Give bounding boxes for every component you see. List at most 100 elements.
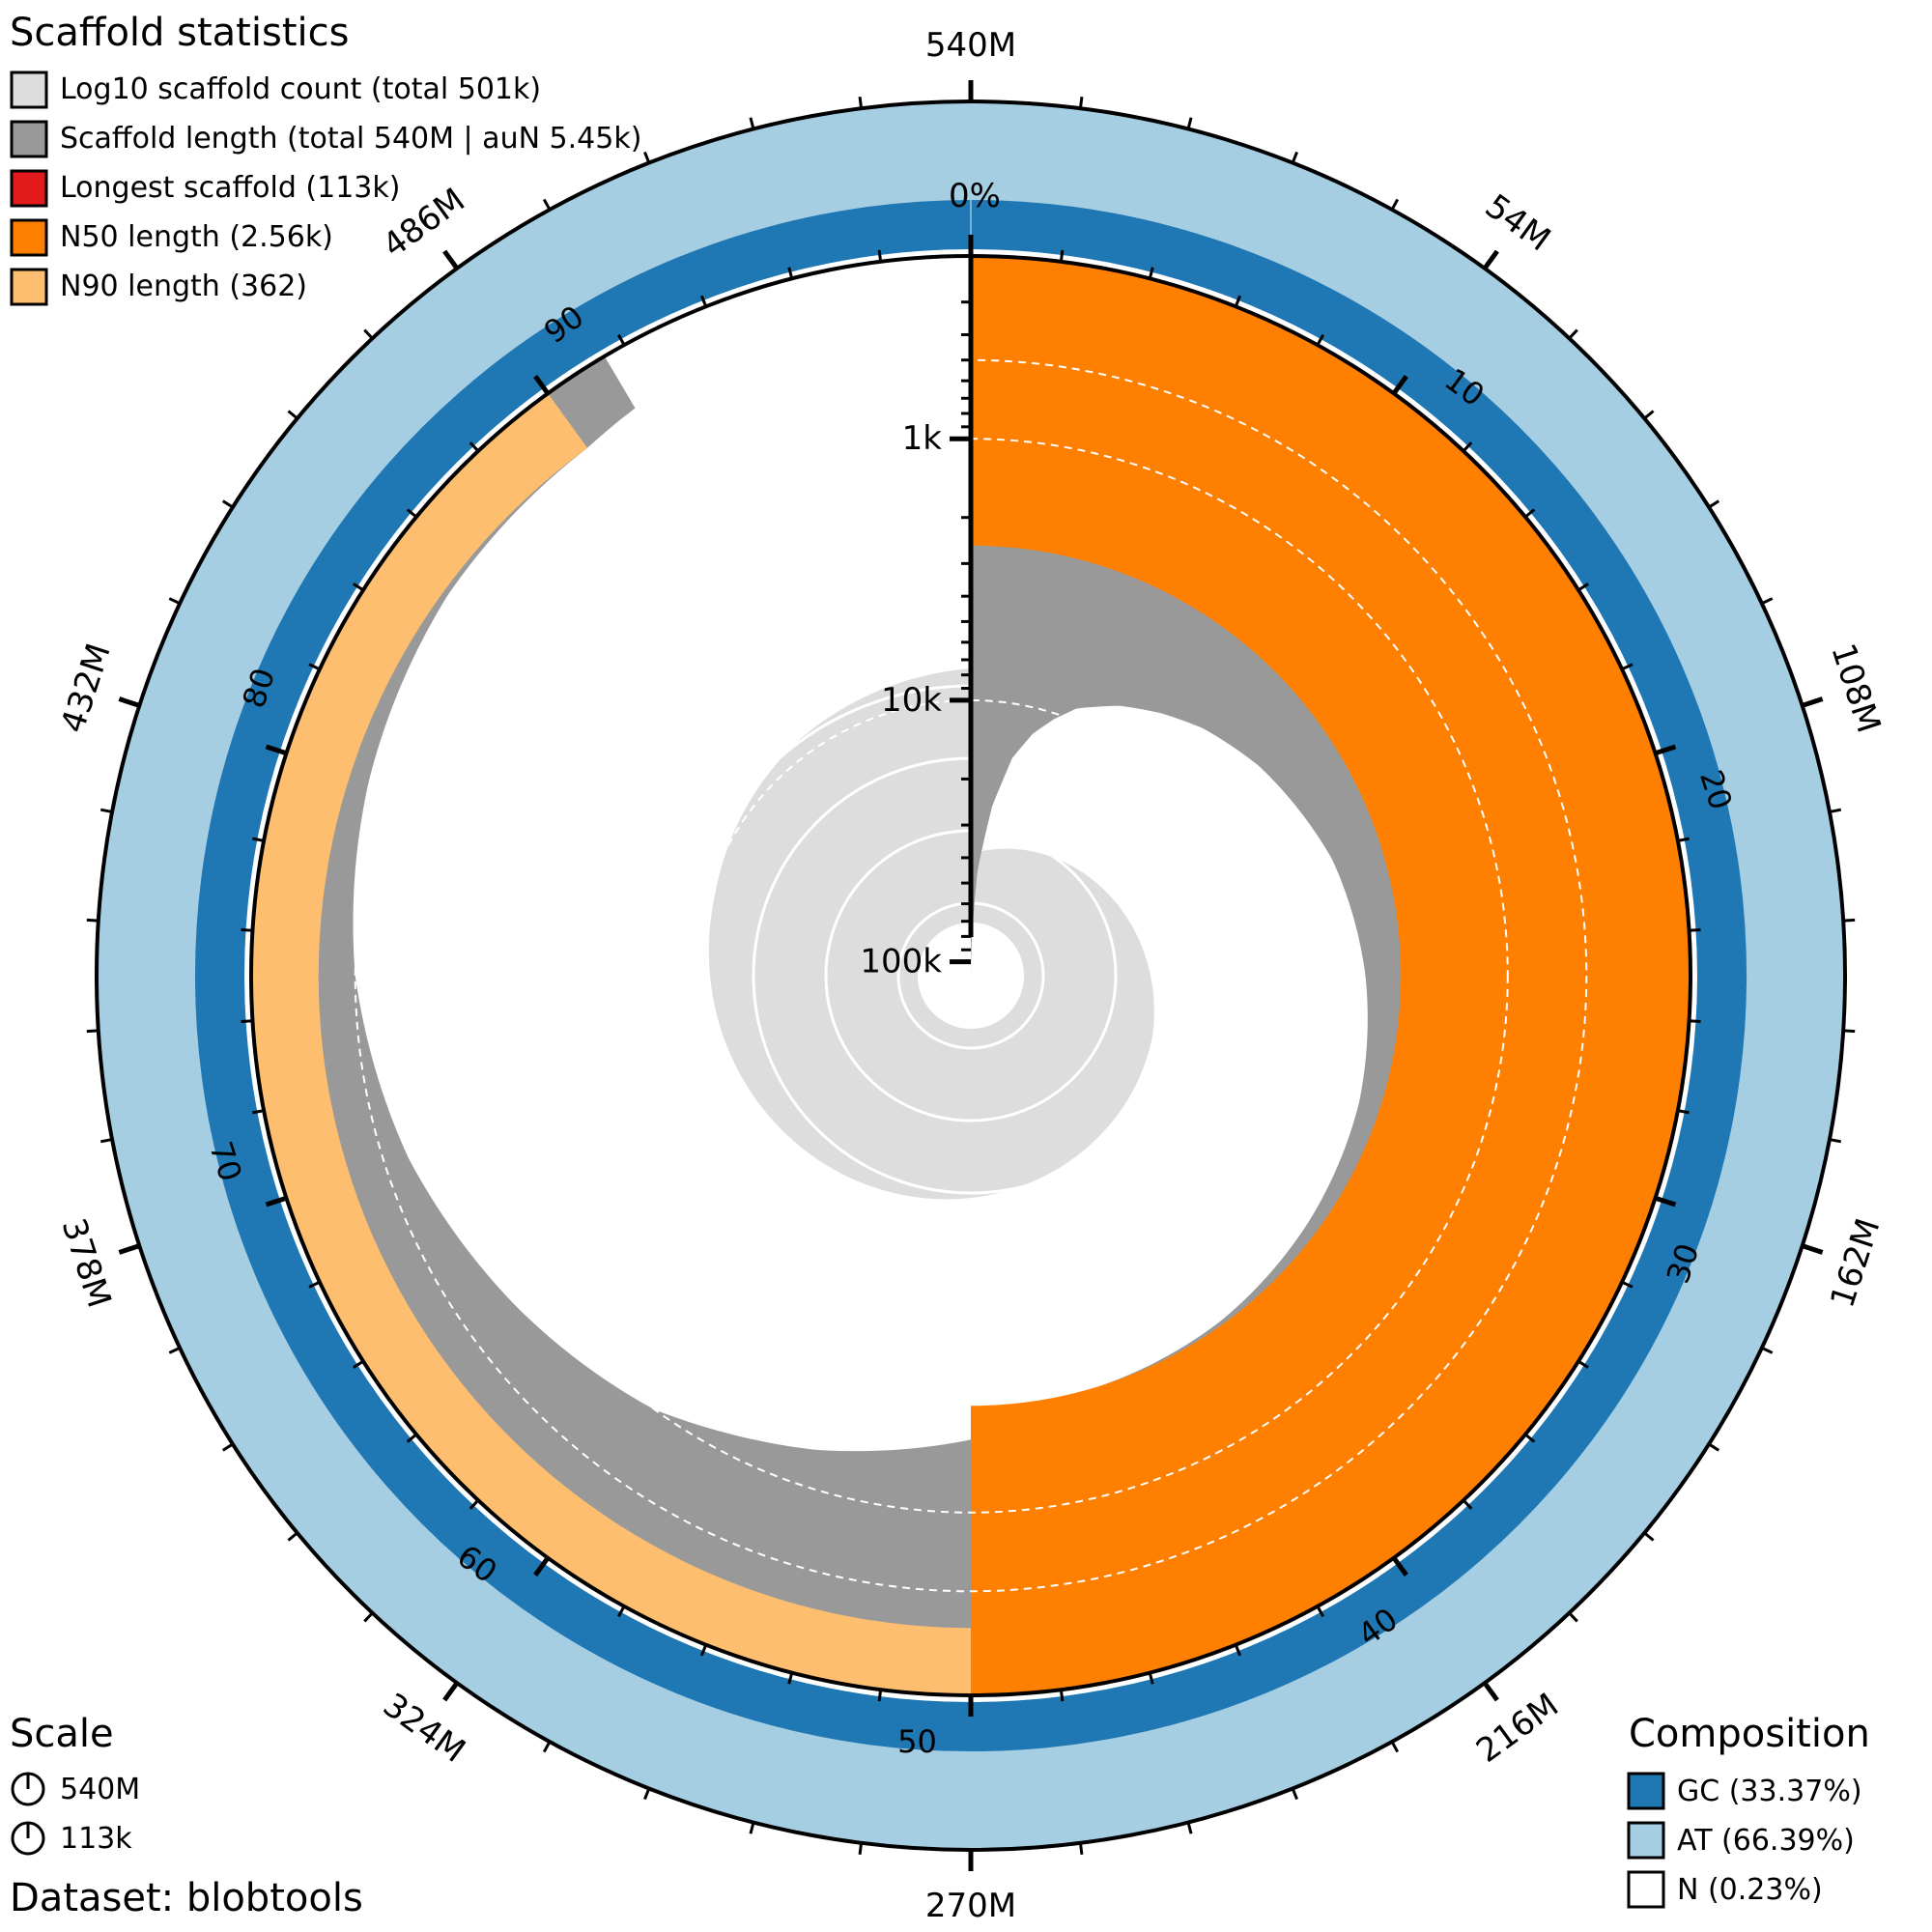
percent-tick-label: 0% xyxy=(949,177,1001,215)
composition-label-n: N (0.23%) xyxy=(1677,1873,1823,1907)
outer-major-tick xyxy=(1801,1243,1824,1255)
outer-tick-label: 324M xyxy=(376,1686,472,1771)
percent-major-tick xyxy=(1391,375,1408,395)
outer-minor-tick xyxy=(542,198,552,211)
percent-minor-tick xyxy=(353,582,364,592)
count-spiral xyxy=(708,668,1154,1200)
outer-minor-tick xyxy=(168,597,181,606)
percent-minor-tick xyxy=(1316,333,1325,346)
outer-minor-tick xyxy=(858,97,864,109)
legend-label-n90: N90 length (362) xyxy=(60,270,307,303)
percent-minor-tick xyxy=(877,1689,883,1702)
percent-major-tick xyxy=(265,1195,288,1208)
outer-minor-tick xyxy=(1078,1842,1084,1855)
outer-major-tick xyxy=(442,249,460,270)
composition-label-gc: GC (33.37%) xyxy=(1677,1775,1862,1808)
length-guide-4 xyxy=(955,960,986,991)
composition-swatch-n xyxy=(1627,1870,1665,1909)
outer-minor-tick xyxy=(1186,117,1193,129)
outer-minor-tick xyxy=(221,1442,234,1452)
outer-minor-tick xyxy=(1390,1741,1400,1753)
percent-major-tick xyxy=(533,375,551,395)
at-ring xyxy=(97,101,1845,1850)
composition-title: Composition xyxy=(1629,1712,1870,1756)
outer-minor-tick xyxy=(1829,808,1842,813)
percent-minor-tick xyxy=(1059,249,1065,263)
outer-minor-tick xyxy=(363,328,374,340)
percent-minor-tick xyxy=(1689,1019,1701,1024)
outer-tick-label: 378M xyxy=(54,1214,119,1313)
outer-minor-tick xyxy=(643,151,651,164)
outer-tick-label: 54M xyxy=(1478,186,1557,259)
percent-tick-label: 50 xyxy=(897,1723,937,1760)
outer-minor-tick xyxy=(1291,1787,1298,1801)
scale-legend: Scale 540M 113k Dataset: blobtools xyxy=(10,1712,363,1920)
percent-minor-tick xyxy=(1524,1433,1536,1443)
percent-minor-tick xyxy=(1677,1109,1690,1115)
radial-tick-label: 10k xyxy=(881,681,942,720)
scale-outer-icon xyxy=(11,1772,45,1806)
outer-minor-tick xyxy=(363,1611,374,1623)
percent-minor-tick xyxy=(469,1499,480,1510)
outer-tick-label: 108M xyxy=(1823,639,1888,737)
percent-minor-tick xyxy=(252,1109,265,1115)
outer-major-tick xyxy=(118,1243,141,1255)
outer-major-tick xyxy=(118,696,141,708)
percent-minor-tick xyxy=(1234,1644,1242,1657)
outer-minor-tick xyxy=(1291,151,1298,164)
legend-swatch-n50 xyxy=(10,218,48,257)
outer-minor-tick xyxy=(99,808,113,813)
percent-major-tick xyxy=(1654,1195,1677,1208)
percent-minor-tick xyxy=(1577,582,1589,592)
outer-minor-tick xyxy=(1708,499,1720,509)
radial-tick-label: 1k xyxy=(902,419,943,458)
outer-minor-tick xyxy=(1568,1611,1578,1623)
outer-tick-label: 432M xyxy=(54,639,119,737)
scale-inner-icon xyxy=(11,1821,45,1856)
percent-minor-tick xyxy=(787,1672,794,1685)
outer-minor-tick xyxy=(287,1531,298,1542)
percent-minor-tick xyxy=(252,837,265,842)
outer-tick-label: 162M xyxy=(1823,1214,1888,1313)
scale-title: Scale xyxy=(10,1712,114,1756)
legend-swatch-length xyxy=(10,120,48,158)
outer-tick-label: 270M xyxy=(925,1887,1016,1925)
legend-label-length: Scaffold length (total 540M | auN 5.45k) xyxy=(60,122,641,156)
outer-major-tick xyxy=(1482,249,1499,270)
percent-major-tick xyxy=(265,744,288,756)
outer-minor-tick xyxy=(1761,597,1774,606)
outer-minor-tick xyxy=(1390,198,1400,211)
percent-minor-tick xyxy=(1059,1689,1065,1702)
percent-minor-tick xyxy=(1234,295,1242,307)
percent-minor-tick xyxy=(699,1644,708,1657)
outer-minor-tick xyxy=(1829,1138,1842,1144)
outer-minor-tick xyxy=(1843,1029,1856,1034)
percent-minor-tick xyxy=(308,663,321,671)
percent-minor-tick xyxy=(241,927,253,932)
stats-legend: Scaffold statistics Log10 scaffold count… xyxy=(10,11,641,306)
percent-minor-tick xyxy=(241,1019,253,1024)
scale-inner-label: 113k xyxy=(60,1822,132,1856)
percent-minor-tick xyxy=(1621,663,1634,671)
outer-minor-tick xyxy=(1643,410,1655,420)
percent-major-tick xyxy=(1391,1556,1408,1577)
percent-minor-tick xyxy=(1677,837,1690,842)
legend-label-longest: Longest scaffold (113k) xyxy=(60,171,400,205)
length-guide-3 xyxy=(694,698,1248,1253)
outer-minor-tick xyxy=(858,1842,864,1855)
percent-minor-tick xyxy=(1577,1359,1589,1369)
percent-minor-tick xyxy=(616,1605,626,1618)
outer-minor-tick xyxy=(542,1741,552,1753)
percent-minor-tick xyxy=(1462,1499,1473,1510)
outer-minor-tick xyxy=(1708,1442,1720,1452)
stats-title: Scaffold statistics xyxy=(10,11,349,55)
scale-outer-label: 540M xyxy=(60,1773,140,1806)
outer-minor-tick xyxy=(749,1822,755,1834)
percent-minor-tick xyxy=(616,333,626,346)
percent-minor-tick xyxy=(1316,1605,1325,1618)
percent-minor-tick xyxy=(1148,1672,1154,1685)
legend-swatch-n90 xyxy=(10,268,48,306)
composition-swatch-at xyxy=(1627,1821,1665,1860)
percent-minor-tick xyxy=(406,508,417,519)
